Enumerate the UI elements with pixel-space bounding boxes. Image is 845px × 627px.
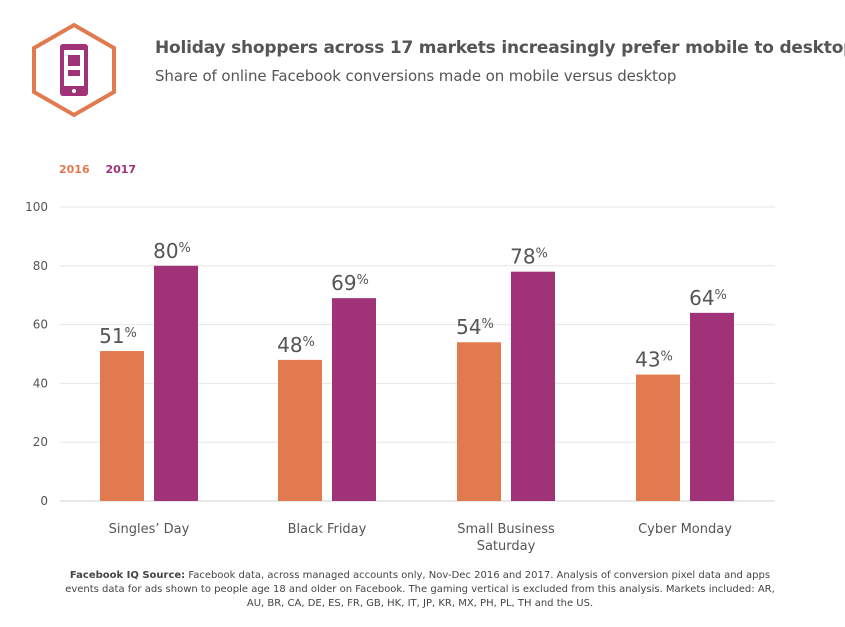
legend-item-2017: 2017 (105, 163, 137, 176)
source-note: Facebook IQ Source: Facebook data, acros… (60, 569, 780, 611)
source-label: Facebook IQ Source: (69, 570, 186, 581)
bar-2016-1 (278, 359, 322, 501)
x-tick-label: Small Business Saturday (457, 522, 555, 554)
legend: 2016 2017 (59, 163, 148, 176)
y-tick-label: 100 (25, 200, 48, 214)
data-label: 69% (331, 271, 369, 295)
x-tick-label: Cyber Monday (638, 522, 732, 537)
bar-2016-3 (636, 374, 680, 501)
y-tick-label: 20 (33, 435, 48, 449)
y-tick-label: 60 (33, 318, 48, 332)
data-label: 80% (153, 239, 191, 263)
chart-title: Holiday shoppers across 17 markets incre… (155, 38, 845, 58)
legend-item-2016: 2016 (59, 163, 90, 176)
data-label: 43% (635, 348, 673, 372)
y-tick-label: 80 (33, 259, 48, 273)
chart-subtitle: Share of online Facebook conversions mad… (155, 67, 677, 85)
y-tick-label: 40 (33, 376, 48, 390)
x-tick-label: Singles’ Day (109, 522, 190, 537)
y-tick-label: 0 (40, 494, 48, 508)
bar-2017-2 (511, 271, 555, 501)
bar-chart: 0 20 40 60 80 100 51% 48% 54% 43% 80% 69% 78% 64% Sing… (25, 200, 775, 554)
data-label: 48% (277, 333, 315, 357)
mobile-phone-hexagon-icon (32, 22, 116, 118)
data-label: 54% (456, 315, 494, 339)
data-label: 64% (689, 286, 727, 310)
bar-2017-0 (154, 265, 198, 501)
data-label: 51% (99, 324, 137, 348)
x-tick-label: Black Friday (288, 522, 367, 537)
bar-2016-0 (100, 351, 144, 501)
source-text: Facebook data, across managed accounts o… (65, 570, 775, 609)
bar-2017-1 (332, 298, 376, 501)
bar-2016-2 (457, 342, 501, 501)
data-label: 78% (510, 245, 548, 269)
bar-2017-3 (690, 312, 734, 501)
